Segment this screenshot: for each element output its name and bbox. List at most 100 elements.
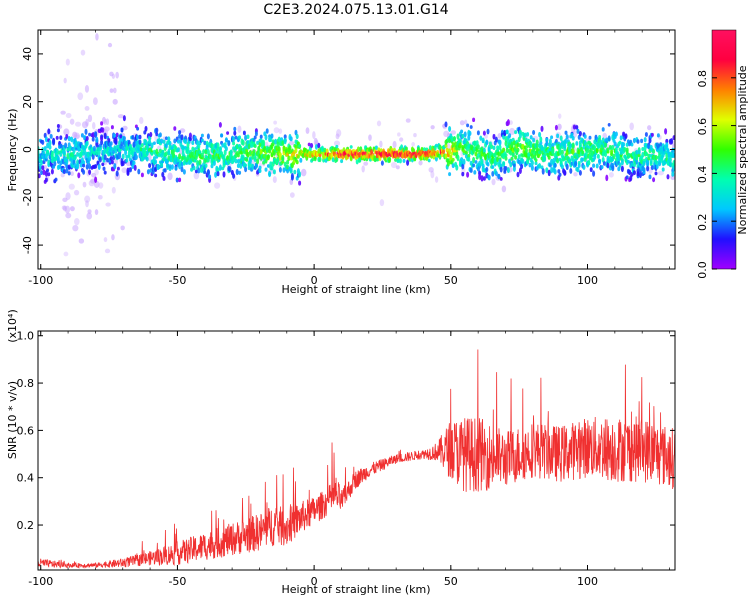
spectrogram-ridge-mark <box>514 155 518 160</box>
x-tick-label: 0 <box>311 274 318 287</box>
spectrogram-ridge-mark <box>647 144 651 150</box>
spectrogram-ridge-mark <box>617 166 621 172</box>
spectrogram-ridge-mark <box>613 141 617 147</box>
spectrogram-ridge-mark <box>547 155 551 160</box>
spectrogram-ridge-mark <box>461 171 465 177</box>
spectrogram-noise-mark <box>70 171 74 177</box>
spectrogram-ridge-mark <box>85 135 89 142</box>
spectrogram-ridge-mark <box>222 171 226 178</box>
spectrogram-ridge-mark <box>331 157 335 163</box>
spectrogram-ridge-mark <box>582 164 586 170</box>
snr-panel: -100 -50 0 50 100 0.2 0.4 0.6 0.8 1.0 Height of … <box>6 309 676 596</box>
spectrogram-ridge-mark <box>356 146 360 153</box>
spectrogram-ridge-mark <box>521 153 525 158</box>
spectrogram-ridge-mark <box>175 177 179 183</box>
spectrogram-ridge-mark <box>486 128 490 135</box>
spectrogram-noise-mark <box>335 133 340 140</box>
spectrogram-ridge-mark <box>203 170 207 174</box>
spectrogram-ridge-mark <box>307 142 311 147</box>
spectrogram-ridge-mark <box>521 143 525 149</box>
spectrogram-ridge-mark <box>550 135 554 140</box>
spectrogram-ridge-mark <box>67 171 71 176</box>
spectrogram-ridge-mark <box>295 133 299 140</box>
spectrogram-ridge-mark <box>632 170 636 176</box>
spectrogram-ridge-mark <box>486 162 490 167</box>
spectrogram-ridge-mark <box>191 146 195 152</box>
spectrogram-ridge-mark <box>55 148 59 154</box>
spectrogram-ridge-mark <box>97 163 101 170</box>
spectrogram-ridge-mark <box>203 140 207 146</box>
spectrogram-ridge-mark <box>461 163 465 170</box>
spectrogram-ridge-mark <box>578 170 582 176</box>
spectrogram-ridge-mark <box>144 125 148 132</box>
spectrogram-ridge-mark <box>166 163 170 170</box>
spectrogram-ridge-mark <box>79 151 83 158</box>
spectrogram-ridge-mark <box>446 160 450 167</box>
spectrogram-ridge-mark <box>100 121 104 126</box>
spectrogram-ridge-mark <box>318 153 322 158</box>
spectrogram-ridge-mark <box>91 132 95 139</box>
spectrogram-noise-mark <box>84 84 90 93</box>
snr-scale-label: (x10⁴) <box>6 309 19 343</box>
spectrogram-ridge-mark <box>197 167 201 174</box>
spectrogram-ridge-mark <box>76 151 80 157</box>
spectrogram-ridge-mark <box>262 139 266 146</box>
spectrogram-ridge-mark <box>451 142 455 146</box>
spectrogram-ridge-mark <box>180 161 184 168</box>
spectrogram-ridge-mark <box>349 145 353 149</box>
spectrogram-noise-mark <box>273 127 280 134</box>
spectrogram-noise-mark <box>368 134 372 142</box>
spectrogram-ridge-mark <box>491 170 495 177</box>
spectrogram-ridge-mark <box>590 150 594 157</box>
spectrogram-noise-mark <box>336 129 342 137</box>
spectrogram-noise-mark <box>608 172 614 178</box>
spectrogram-noise-mark <box>107 42 113 48</box>
spectrogram-ridge-mark <box>632 137 636 144</box>
spectrogram-ridge-mark <box>498 139 502 146</box>
spectrogram-noise-mark <box>105 118 110 126</box>
spectrogram-ridge-mark <box>482 176 486 181</box>
spectrogram-noise-mark <box>60 172 65 178</box>
spectrogram-noise-mark <box>395 165 400 170</box>
spectrogram-ridge-mark <box>172 152 176 159</box>
spectrogram-ridge-mark <box>618 162 622 168</box>
spectrogram-noise-mark <box>65 192 71 201</box>
spectrogram-x-ticks: -100 -50 0 50 100 <box>28 30 670 287</box>
spectrogram-ridge-mark <box>504 153 508 158</box>
spectrogram-ridge-mark <box>548 138 552 145</box>
colorbar-tick-label: 0.4 <box>696 166 709 184</box>
spectrogram-ridge-mark <box>101 162 105 167</box>
spectrogram-ridge-mark <box>481 139 485 144</box>
spectrogram-ridge-mark <box>218 164 222 171</box>
spectrogram-ridge-mark <box>100 139 104 146</box>
colorbar-label: Normalized spectral amplitude <box>736 65 749 234</box>
spectrogram-noise-mark <box>557 123 562 131</box>
spectrogram-x-label: Height of straight line (km) <box>281 283 430 296</box>
spectrogram-ridge-mark <box>654 171 658 176</box>
spectrogram-ridge-mark <box>504 135 508 143</box>
spectrogram-ridge-mark <box>162 176 166 181</box>
spectrogram-noise-mark <box>84 106 90 111</box>
snr-series-line <box>38 349 675 569</box>
spectrogram-ridge-mark <box>66 152 70 160</box>
spectrogram-ridge-mark <box>46 142 50 149</box>
spectrogram-ridge-mark <box>65 158 69 165</box>
spectrogram-ridge-mark <box>452 136 456 141</box>
spectrogram-ridge-mark <box>48 145 52 150</box>
spectrogram-ridge-mark <box>168 164 172 169</box>
spectrogram-ridge-mark <box>510 156 514 161</box>
spectrogram-noise-mark <box>85 118 89 127</box>
spectrogram-ridge-mark <box>66 147 70 152</box>
spectrogram-ridge-mark <box>648 153 652 158</box>
spectrogram-ridge-mark <box>641 147 645 152</box>
spectrogram-ridge-mark <box>288 149 292 155</box>
spectrogram-ridge-mark <box>348 148 352 155</box>
spectrogram-ridge-mark <box>630 142 634 147</box>
spectrogram-ridge-mark <box>571 136 575 141</box>
spectrogram-ridge-mark <box>480 175 484 182</box>
spectrogram-ridge-mark <box>506 167 510 174</box>
spectrogram-ridge-mark <box>469 167 473 172</box>
spectrogram-ridge-mark <box>120 127 124 133</box>
spectrogram-ridge-mark <box>299 157 303 163</box>
spectrogram-noise-mark <box>97 194 103 200</box>
